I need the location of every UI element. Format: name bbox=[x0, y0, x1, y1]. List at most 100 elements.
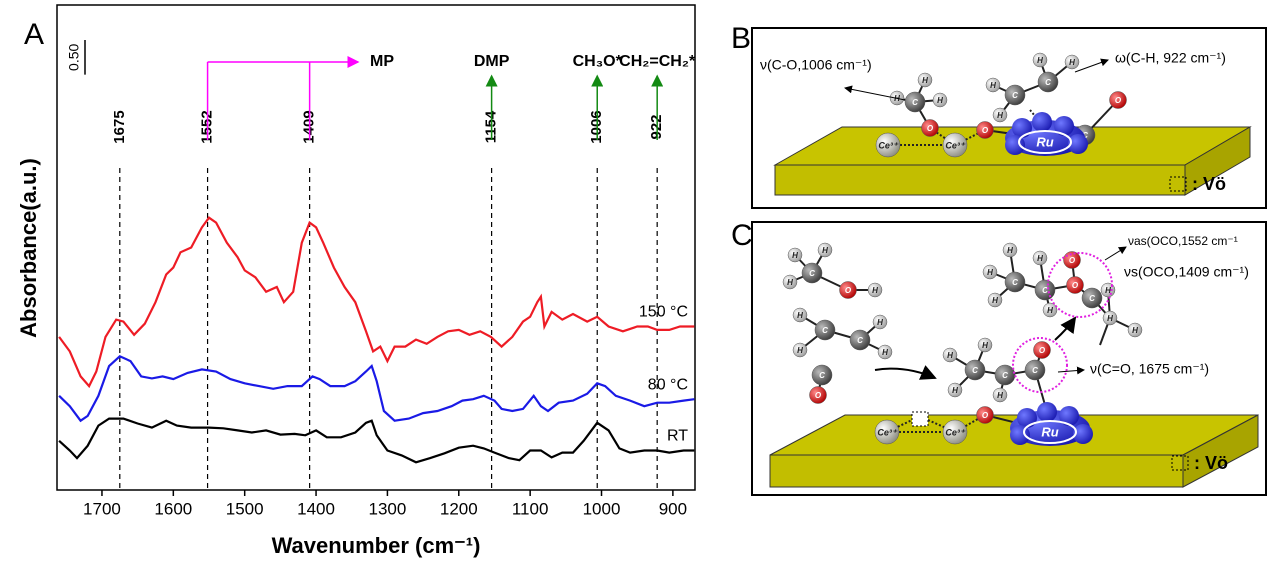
reaction-arrow bbox=[874, 365, 937, 380]
atom-label: O bbox=[815, 391, 822, 400]
atom bbox=[849, 329, 871, 351]
x-tick-label: 1100 bbox=[512, 499, 549, 518]
atom-label: O bbox=[1039, 346, 1046, 355]
atom-label: H bbox=[797, 346, 803, 355]
atom-label: H bbox=[922, 76, 928, 85]
series-label: RT bbox=[667, 428, 688, 445]
atom-label: H bbox=[997, 391, 1003, 400]
atom bbox=[942, 132, 968, 158]
atom-label: C bbox=[1045, 78, 1051, 87]
atom bbox=[1033, 341, 1051, 359]
atom-label: H bbox=[952, 386, 958, 395]
atom bbox=[1004, 271, 1026, 293]
atom bbox=[942, 419, 968, 445]
ru-cluster: Ru bbox=[1010, 402, 1093, 446]
atom-label: O bbox=[1072, 281, 1079, 290]
atom-label: H bbox=[822, 246, 828, 255]
top-label: CH₃O* bbox=[573, 53, 623, 70]
arrow bbox=[1104, 246, 1127, 261]
atom bbox=[1109, 91, 1127, 109]
atom-label: H bbox=[1047, 306, 1053, 315]
legend-label: : Vö bbox=[1194, 453, 1228, 473]
atom bbox=[814, 319, 836, 341]
atom-label: H bbox=[1007, 246, 1013, 255]
scale-bar-label: 0.50 bbox=[66, 43, 82, 70]
atom bbox=[1037, 71, 1059, 93]
atom-label: H bbox=[882, 348, 888, 357]
chart-a: 1700 1600 1500 1400 1300 1200 1100 1000 900 0.50 1… bbox=[58, 40, 696, 518]
atom-label: H bbox=[1069, 58, 1075, 67]
top-label: MP bbox=[370, 53, 394, 70]
atom bbox=[947, 382, 963, 398]
top-label: CH₂=CH₂* bbox=[619, 53, 696, 70]
atom-label: H bbox=[937, 96, 943, 105]
atom-label: C bbox=[809, 269, 815, 278]
atom bbox=[792, 307, 808, 323]
atom bbox=[1032, 52, 1048, 68]
atom-label: H bbox=[792, 251, 798, 260]
atom-label: H bbox=[1107, 314, 1113, 323]
atom-label: H bbox=[787, 278, 793, 287]
atom bbox=[917, 72, 933, 88]
plot-frame bbox=[56, 4, 696, 491]
atom-label: H bbox=[877, 318, 883, 327]
atom bbox=[976, 406, 994, 424]
atom bbox=[976, 121, 994, 139]
x-tick-label: 1000 bbox=[583, 499, 621, 518]
atom bbox=[877, 344, 893, 360]
highlight-circle bbox=[1047, 252, 1113, 318]
atom-label: C bbox=[1082, 131, 1088, 140]
atom bbox=[977, 337, 993, 353]
cluster-label: Ru bbox=[1041, 424, 1058, 439]
atom-label: Ce³⁺ bbox=[878, 140, 899, 150]
atom bbox=[932, 92, 948, 108]
atom-label: H bbox=[872, 286, 878, 295]
annotation: νas(OCO,1552 cm⁻¹ bbox=[1128, 234, 1238, 248]
atom-label: C bbox=[819, 371, 825, 380]
atom-label: Ce³⁺ bbox=[945, 427, 966, 437]
series-label: 150 °C bbox=[639, 304, 688, 321]
atom-label: C bbox=[1089, 294, 1095, 303]
annotation: νs(OCO,1409 cm⁻¹) bbox=[1124, 264, 1249, 280]
atom-label: Ce³⁺ bbox=[945, 140, 966, 150]
atom bbox=[1004, 84, 1026, 106]
annotation: ν(C=O, 1675 cm⁻¹) bbox=[1090, 361, 1209, 377]
atom-label: C bbox=[1012, 91, 1018, 100]
atom-label: O bbox=[1069, 256, 1076, 265]
atom bbox=[792, 342, 808, 358]
atom-label: O bbox=[845, 286, 852, 295]
atom-label: H bbox=[997, 111, 1003, 120]
panel-letter: C bbox=[731, 219, 753, 252]
atom bbox=[904, 91, 926, 113]
arrow bbox=[844, 85, 906, 101]
atom-label: C bbox=[1042, 286, 1048, 295]
atom bbox=[964, 359, 986, 381]
arrow bbox=[1074, 58, 1109, 73]
atom bbox=[875, 132, 901, 158]
panel-frame bbox=[751, 27, 1267, 209]
ru-cluster: Ru bbox=[1005, 112, 1088, 156]
atom bbox=[782, 274, 798, 290]
atom-label: C bbox=[1032, 366, 1038, 375]
atom bbox=[1127, 322, 1143, 338]
x-tick-label: 900 bbox=[659, 499, 687, 518]
atom bbox=[992, 107, 1008, 123]
atom-label: Ce³⁺ bbox=[877, 427, 898, 437]
atom bbox=[787, 247, 803, 263]
reaction-arrow bbox=[1054, 316, 1077, 341]
atom-label: H bbox=[1037, 254, 1043, 263]
atom bbox=[1032, 250, 1048, 266]
atom bbox=[872, 314, 888, 330]
x-tick-label: 1500 bbox=[226, 499, 264, 518]
atom-label: H bbox=[797, 311, 803, 320]
legend-label: : Vö bbox=[1192, 174, 1226, 194]
spectrum-line bbox=[58, 216, 695, 389]
atom bbox=[985, 77, 1001, 93]
atom bbox=[839, 281, 857, 299]
atom-label: C bbox=[857, 336, 863, 345]
atom-label: H bbox=[987, 268, 993, 277]
annotation: ω(C-H, 922 cm⁻¹) bbox=[1115, 50, 1226, 66]
y-axis-label: Absorbance(a.u.) bbox=[16, 158, 41, 338]
atom bbox=[874, 419, 900, 445]
atom bbox=[994, 364, 1016, 386]
